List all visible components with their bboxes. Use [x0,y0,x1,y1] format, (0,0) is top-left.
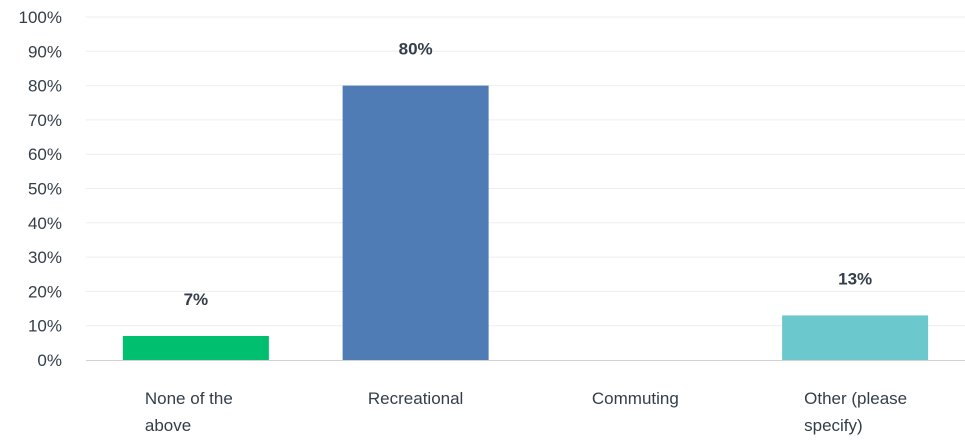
y-tick-label: 100% [19,8,62,27]
y-tick-label: 60% [28,145,62,164]
bars [122,85,929,360]
x-category-label: Other (please specify) [804,389,907,435]
y-tick-label: 80% [28,77,62,96]
bar [122,335,269,360]
x-category-label: Recreational [368,389,463,408]
y-axis-tick-labels: 0% 10% 20% 30% 40% 50% 60% 70% 80% 90% 100% [19,8,62,370]
y-tick-label: 30% [28,248,62,267]
y-tick-label: 10% [28,317,62,336]
x-axis-category-labels: None of the above Recreational Commuting Oth… [145,389,907,435]
bar-data-label: 13% [838,269,872,288]
data-labels: 7% 80% 13% [184,40,873,309]
y-tick-label: 70% [28,111,62,130]
x-category-label: None of the above [145,389,233,435]
y-tick-label: 50% [28,180,62,199]
bar [342,85,489,360]
x-category-label: Commuting [592,389,679,408]
bar-data-label: 7% [184,290,209,309]
bar [782,315,929,360]
bar-data-label: 80% [399,40,433,59]
gridlines [86,16,965,327]
y-tick-label: 0% [37,351,62,370]
y-tick-label: 20% [28,282,62,301]
y-tick-label: 40% [28,214,62,233]
y-tick-label: 90% [28,42,62,61]
